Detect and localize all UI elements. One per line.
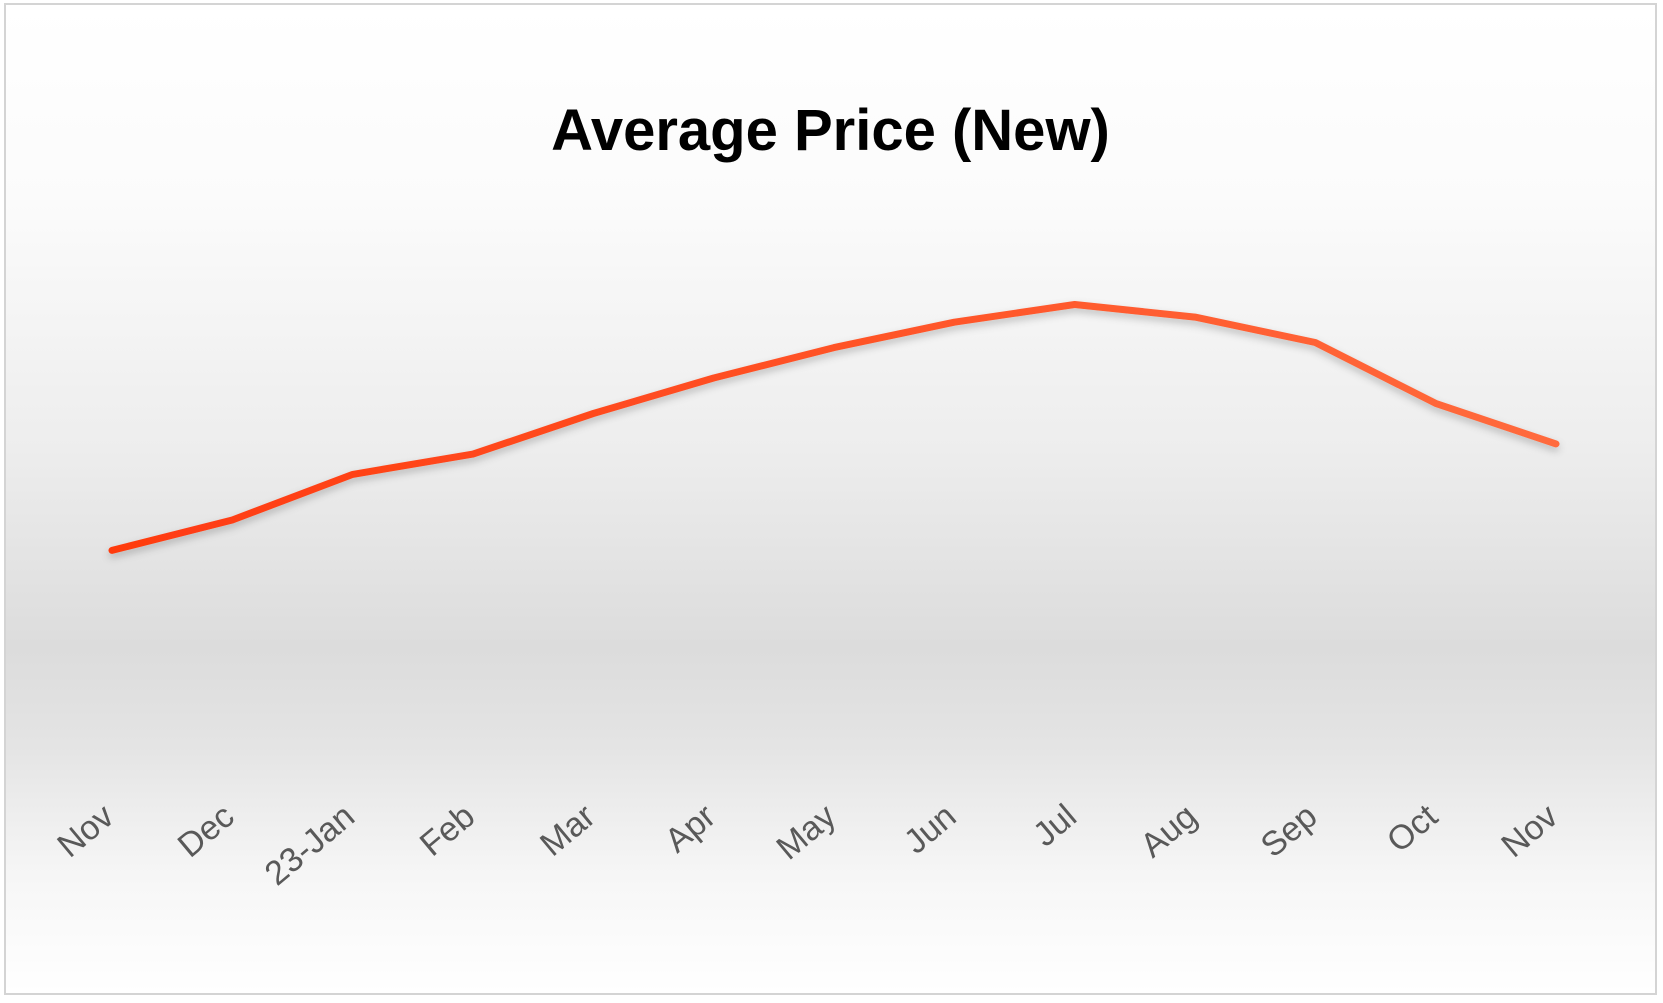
x-tick-label: 23-Jan — [258, 797, 362, 893]
x-tick-label: Jun — [897, 797, 963, 861]
series-layer — [108, 301, 1560, 554]
x-tick-label: Dec — [171, 797, 242, 865]
x-tick-label: May — [770, 797, 844, 867]
x-tick-label: Nov — [1494, 797, 1565, 865]
x-tick-label: Feb — [413, 797, 482, 864]
x-tick-label: Mar — [533, 797, 602, 864]
x-tick-label: Jul — [1026, 797, 1084, 854]
chart-title: Average Price (New) — [551, 98, 1110, 163]
series-line — [108, 301, 1560, 554]
x-tick-label: Oct — [1380, 797, 1445, 860]
x-tick-label: Sep — [1254, 797, 1325, 865]
x-tick-label: Nov — [50, 797, 121, 865]
x-axis-tick-labels: Nov Dec 23-Jan Feb Mar Apr May Jun Jul Aug Sep Oct N… — [50, 797, 1565, 893]
x-tick-label: Aug — [1133, 797, 1204, 865]
x-tick-label: Apr — [658, 797, 723, 860]
